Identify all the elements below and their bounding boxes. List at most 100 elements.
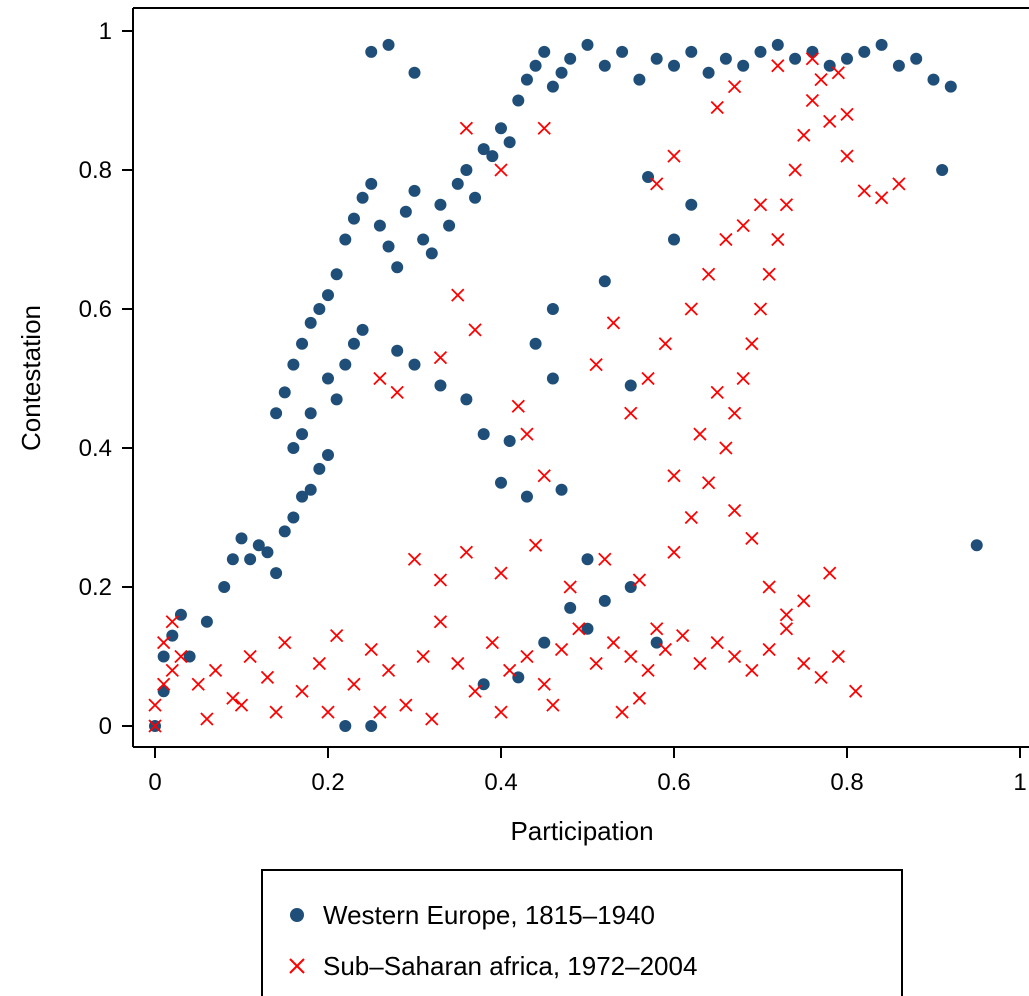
data-point-circle	[581, 553, 594, 566]
data-point-circle	[875, 38, 888, 51]
data-point-circle	[702, 66, 715, 79]
data-point-circle	[183, 650, 196, 663]
data-point-circle	[529, 59, 542, 72]
data-point-circle	[425, 247, 438, 260]
data-point-x	[701, 267, 716, 281]
legend-sub-saharan-marker	[289, 958, 305, 974]
data-point-x	[485, 635, 499, 650]
data-point-circle	[391, 344, 404, 357]
legend-sub-saharan-label: Sub–Saharan africa, 1972–2004	[323, 951, 697, 981]
data-point-x	[269, 705, 283, 719]
data-point-circle	[477, 143, 490, 156]
x-tick-label: 0	[148, 769, 161, 796]
data-point-circle	[546, 303, 559, 315]
data-point-x	[771, 232, 785, 247]
data-point-circle	[555, 483, 568, 496]
data-point-x	[537, 469, 551, 483]
data-point-x	[373, 371, 387, 386]
data-point-x	[572, 622, 586, 636]
data-point-circle	[287, 511, 300, 524]
data-point-x	[701, 476, 716, 490]
data-point-x	[200, 712, 214, 726]
data-point-x	[849, 684, 863, 698]
series-sub-saharan-africa	[148, 52, 906, 733]
data-point-circle	[304, 483, 317, 496]
data-point-circle	[417, 233, 430, 246]
data-point-x	[234, 698, 249, 712]
data-point-circle	[356, 323, 369, 336]
data-point-x	[191, 677, 205, 691]
data-point-x	[736, 218, 750, 233]
data-point-circle	[330, 393, 343, 406]
data-point-circle	[434, 198, 447, 211]
data-point-circle	[322, 372, 334, 385]
y-tick-label: 0.8	[79, 157, 112, 184]
data-point-x	[710, 385, 724, 400]
data-point-x	[537, 121, 551, 135]
data-point-x	[667, 149, 681, 163]
data-point-x	[624, 649, 638, 664]
data-point-circle	[304, 407, 317, 420]
data-point-circle	[252, 539, 265, 552]
data-point-circle	[789, 52, 802, 65]
data-point-circle	[668, 233, 680, 246]
data-point-x	[468, 684, 482, 698]
data-point-circle	[598, 594, 611, 607]
data-point-x	[459, 545, 474, 559]
data-point-x	[157, 635, 171, 650]
data-point-x	[727, 406, 742, 420]
data-point-x	[520, 427, 534, 441]
data-point-circle	[382, 38, 395, 51]
data-point-x	[667, 469, 681, 483]
data-point-x	[658, 337, 672, 351]
data-point-x	[823, 566, 837, 580]
data-point-circle	[391, 261, 404, 274]
legend-western-europe-marker	[290, 908, 304, 922]
data-point-circle	[174, 608, 187, 621]
data-point-circle	[503, 435, 516, 448]
data-point-x	[797, 128, 811, 142]
data-point-x	[407, 552, 422, 566]
data-point-circle	[399, 205, 412, 218]
data-point-circle	[771, 38, 784, 51]
data-point-x	[598, 552, 612, 566]
data-point-circle	[347, 212, 360, 225]
data-point-x	[589, 656, 603, 671]
data-point-x	[745, 663, 759, 678]
data-point-circle	[650, 636, 663, 649]
data-point-circle	[373, 219, 386, 232]
x-tick-label: 0.6	[657, 769, 690, 796]
y-tick-label: 0.2	[79, 574, 112, 601]
data-point-circle	[166, 629, 179, 642]
data-point-circle	[339, 358, 352, 371]
data-point-circle	[910, 52, 923, 65]
data-point-circle	[581, 38, 594, 51]
data-point-circle	[581, 622, 594, 635]
data-point-x	[451, 288, 465, 302]
data-point-circle	[633, 73, 646, 86]
data-point-circle	[624, 379, 637, 392]
data-point-circle	[598, 59, 611, 72]
data-point-x	[321, 705, 335, 719]
data-point-circle	[538, 636, 551, 649]
data-point-circle	[555, 66, 568, 79]
data-point-circle	[503, 136, 516, 149]
legend-box	[261, 869, 903, 996]
data-point-circle	[200, 615, 213, 628]
data-point-x	[762, 267, 776, 281]
data-point-x	[771, 59, 785, 73]
data-point-circle	[356, 191, 369, 204]
data-point-circle	[408, 358, 421, 371]
data-point-x	[779, 608, 794, 622]
legend-western-europe-label: Western Europe, 1815–1940	[323, 900, 655, 930]
data-point-circle	[270, 567, 283, 580]
data-point-circle	[278, 386, 291, 399]
data-point-x	[684, 302, 698, 316]
data-point-circle	[322, 448, 334, 461]
data-point-x	[797, 656, 811, 671]
data-point-x	[814, 73, 828, 87]
data-point-x	[797, 594, 811, 608]
legend: Western Europe, 1815–1940 Sub–Saharan af…	[261, 869, 903, 996]
data-point-x	[857, 184, 871, 198]
